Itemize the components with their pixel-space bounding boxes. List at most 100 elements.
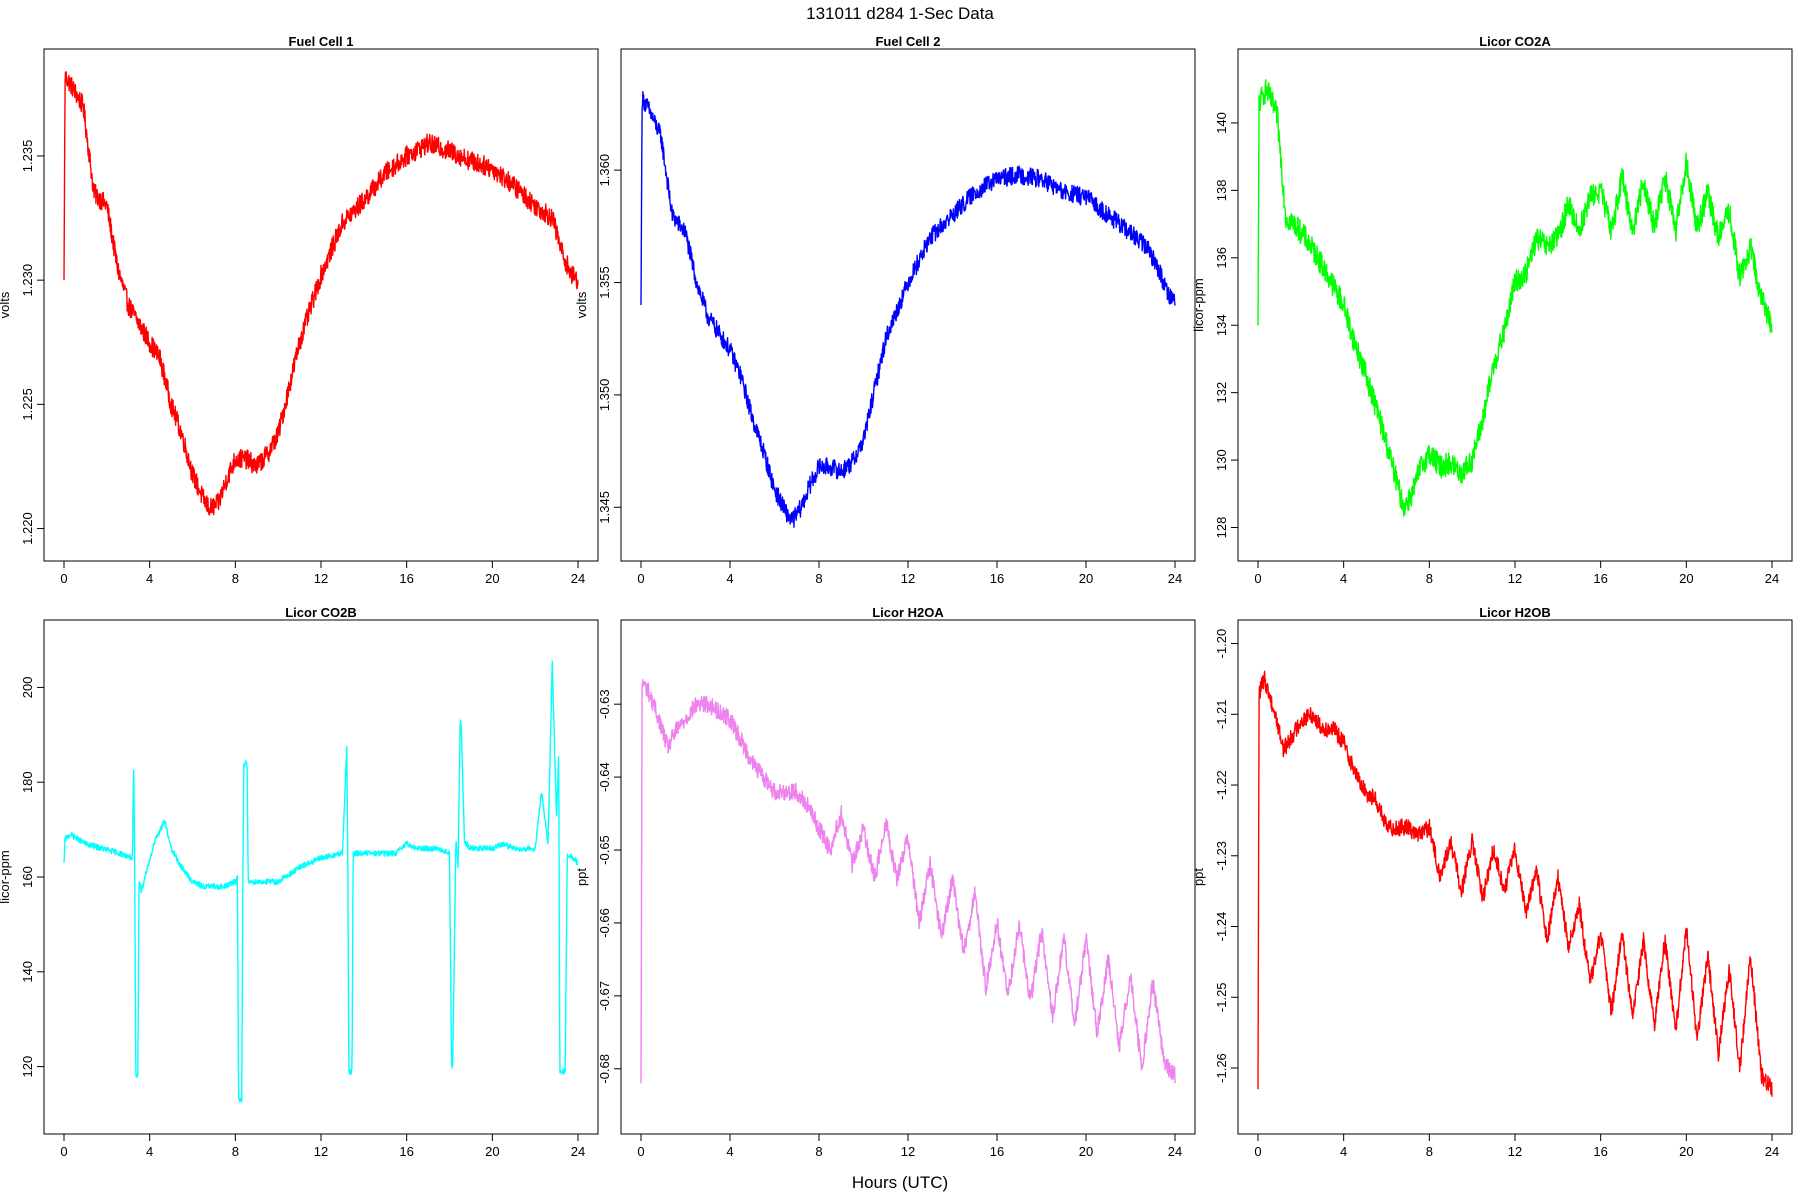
x-tick-label: 8 [815, 1144, 822, 1159]
x-tick-label: 8 [232, 1144, 239, 1159]
y-axis-label: volts [0, 291, 12, 318]
y-tick-label: 136 [1214, 247, 1229, 269]
panel-6: Licor H2OB ppt 0 4 8 12 16 20 24 -1.20 -1.21 -1.22 -… [1191, 605, 1793, 1159]
x-tick-label: 4 [146, 1144, 153, 1159]
x-tick-label: 0 [1254, 571, 1261, 586]
y-tick-label: 160 [20, 866, 35, 888]
x-tick-label: 8 [1426, 1144, 1433, 1159]
x-tick-label: 16 [990, 571, 1004, 586]
panel-4: Licor CO2B licor-ppm 0 4 8 12 16 20 24 120 140 160 1… [0, 605, 599, 1159]
y-tick-label: 128 [1214, 517, 1229, 539]
y-tick-label: -1.24 [1214, 912, 1229, 942]
x-tick-label: 12 [314, 571, 328, 586]
y-axis-label: volts [574, 291, 589, 318]
y-tick-label: 120 [20, 1056, 35, 1078]
y-tick-label: 1.230 [20, 264, 35, 297]
x-tick-label: 16 [1593, 1144, 1607, 1159]
series-line [640, 678, 1176, 1084]
x-tick-label: 20 [1679, 1144, 1693, 1159]
series-line [63, 660, 579, 1103]
x-tick-label: 16 [399, 1144, 413, 1159]
x-tick-label: 8 [232, 571, 239, 586]
panel-group: Fuel Cell 1 volts 0 4 8 12 16 20 24 1.220 1.225 1.2… [0, 34, 1793, 1159]
y-tick-label: 132 [1214, 382, 1229, 404]
y-tick-label: 1.350 [597, 379, 612, 412]
x-tick-label: 4 [146, 571, 153, 586]
x-tick-label: 8 [815, 571, 822, 586]
plot-frame [1237, 48, 1793, 562]
y-tick-label: 1.355 [597, 266, 612, 299]
series-line [63, 71, 579, 516]
y-tick-label: -1.26 [1214, 1053, 1229, 1083]
y-tick-label: -1.23 [1214, 841, 1229, 871]
y-tick-label: 134 [1214, 314, 1229, 336]
x-tick-label: 4 [726, 571, 733, 586]
x-tick-label: 8 [1426, 571, 1433, 586]
x-tick-label: 12 [1508, 1144, 1522, 1159]
y-tick-label: -1.21 [1214, 699, 1229, 729]
series-line [1257, 79, 1773, 517]
x-tick-label: 20 [485, 1144, 499, 1159]
x-tick-label: 0 [637, 571, 644, 586]
y-tick-label: -0.68 [597, 1054, 612, 1084]
panel-title: Fuel Cell 2 [875, 34, 940, 49]
x-tick-label: 4 [1340, 1144, 1347, 1159]
x-tick-label: 16 [990, 1144, 1004, 1159]
y-tick-label: 1.360 [597, 154, 612, 187]
y-tick-label: 138 [1214, 180, 1229, 202]
panel-3: Licor CO2A licor-ppm 0 4 8 12 16 20 24 128 130 132 1… [1191, 34, 1793, 586]
panel-title: Licor H2OA [872, 605, 944, 620]
x-tick-label: 4 [1340, 571, 1347, 586]
y-tick-label: -1.20 [1214, 629, 1229, 659]
series-line [640, 90, 1176, 528]
series-line [1257, 670, 1773, 1097]
panel-2: Fuel Cell 2 volts 0 4 8 12 16 20 24 1.345 1.350 1.3… [574, 34, 1196, 586]
y-tick-label: 1.345 [597, 491, 612, 524]
y-tick-label: 1.225 [20, 388, 35, 421]
y-tick-label: -1.25 [1214, 982, 1229, 1012]
y-tick-label: 140 [20, 961, 35, 983]
x-tick-label: 20 [1679, 571, 1693, 586]
panel-5: Licor H2OA ppt 0 4 8 12 16 20 24 -0.63 -0.64 -0.65 -… [574, 605, 1196, 1159]
x-tick-label: 24 [1765, 571, 1779, 586]
x-tick-label: 24 [1765, 1144, 1779, 1159]
y-tick-label: 130 [1214, 449, 1229, 471]
panel-title: Licor CO2A [1479, 34, 1551, 49]
figure-title: 131011 d284 1-Sec Data [806, 4, 994, 23]
x-tick-label: 12 [901, 1144, 915, 1159]
x-tick-label: 12 [901, 571, 915, 586]
plot-frame [620, 48, 1196, 562]
panel-title: Licor CO2B [285, 605, 357, 620]
y-axis-label: licor-ppm [1191, 278, 1206, 331]
x-tick-label: 24 [571, 571, 585, 586]
x-tick-label: 24 [1168, 1144, 1182, 1159]
x-tick-label: 16 [1593, 571, 1607, 586]
panel-title: Licor H2OB [1479, 605, 1551, 620]
y-tick-label: 200 [20, 677, 35, 699]
x-tick-label: 4 [726, 1144, 733, 1159]
x-tick-label: 0 [60, 1144, 67, 1159]
panel-1: Fuel Cell 1 volts 0 4 8 12 16 20 24 1.220 1.225 1.2… [0, 34, 599, 586]
y-tick-label: -0.67 [597, 981, 612, 1011]
plot-frame [1237, 619, 1793, 1135]
plot-frame [43, 619, 599, 1135]
x-tick-label: 12 [1508, 571, 1522, 586]
x-axis-label: Hours (UTC) [852, 1173, 948, 1192]
y-tick-label: -0.64 [597, 762, 612, 792]
x-tick-label: 12 [314, 1144, 328, 1159]
y-tick-label: 180 [20, 771, 35, 793]
y-axis-label: ppt [574, 868, 589, 886]
x-tick-label: 20 [1079, 1144, 1093, 1159]
y-axis-label: ppt [1191, 868, 1206, 886]
x-tick-label: 20 [1079, 571, 1093, 586]
y-tick-label: 1.220 [20, 512, 35, 545]
x-tick-label: 0 [60, 571, 67, 586]
y-tick-label: -0.66 [597, 908, 612, 938]
y-axis-label: licor-ppm [0, 850, 12, 903]
x-tick-label: 24 [1168, 571, 1182, 586]
panel-title: Fuel Cell 1 [288, 34, 353, 49]
x-tick-label: 16 [399, 571, 413, 586]
x-tick-label: 0 [1254, 1144, 1261, 1159]
